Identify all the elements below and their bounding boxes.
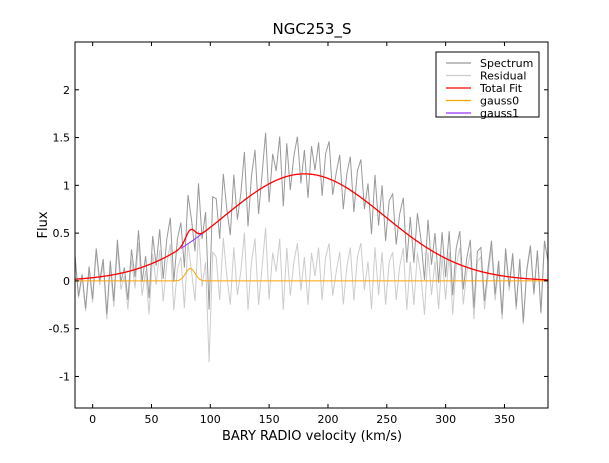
y-tick-label: 2 [63,84,70,97]
y-axis-label: Flux [36,211,51,238]
y-tick-label: 1 [63,179,70,192]
legend-label: Total Fit [479,82,523,95]
x-tick-label: 150 [259,413,280,426]
x-tick-label: 250 [376,413,397,426]
chart-title: NGC253_S [273,20,352,39]
plot-frame [74,41,549,409]
x-tick-label: 0 [89,413,96,426]
x-tick-label: 50 [144,413,158,426]
plot-area [75,132,548,363]
total-fit-line [75,173,548,281]
y-tick-label: -0.5 [49,323,70,336]
x-tick-label: 350 [494,413,515,426]
legend-label: Residual [480,70,526,83]
x-tick-label: 300 [435,413,456,426]
legend-label: gauss1 [480,107,519,120]
residual-line [75,227,548,363]
y-tick-label: 0 [63,275,70,288]
x-tick-label: 100 [200,413,221,426]
y-tick-label: 0.5 [53,227,71,240]
x-tick-label: 200 [317,413,338,426]
y-tick-label: -1 [59,370,70,383]
spectrum-line [75,132,548,323]
y-tick-label: 1.5 [53,132,71,145]
x-axis-label: BARY RADIO velocity (km/s) [222,429,402,444]
axis-ticks: 0 50 100 150 200 250 300 350 -1 -0.5 0 0.5 1 1.5 2 [49,42,548,426]
legend-label: Spectrum [480,57,533,70]
legend-label: gauss0 [480,95,519,108]
gauss0-line [75,267,548,282]
